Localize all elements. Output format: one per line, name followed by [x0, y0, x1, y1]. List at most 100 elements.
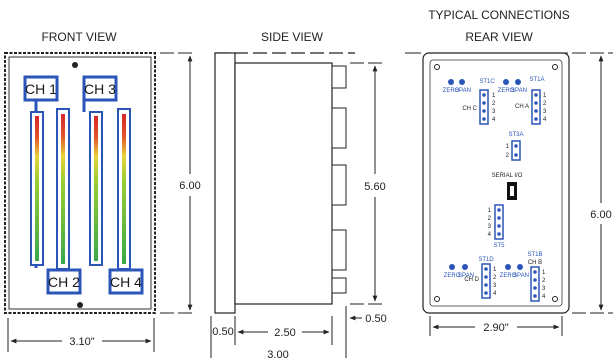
span-pot-a: [515, 79, 521, 85]
channel-1-group: CH 1: [23, 75, 59, 268]
span-label-c: SPAN: [455, 88, 471, 94]
svg-text:1: 1: [493, 267, 497, 273]
rear-width-dim: 2.90": [483, 322, 508, 334]
side-view: 5.60 0.50 2.50 0.50 3.00: [210, 52, 387, 361]
ch4-label: CH 4: [110, 274, 142, 290]
st1a-label: ST1A: [529, 77, 544, 83]
channel-3-group: CH 3: [82, 75, 118, 266]
st3a-terminal: ST3A 1 2: [506, 132, 524, 161]
ch1-led-bargraph: [35, 116, 39, 261]
serial-io-label: SERIAL I/O: [492, 173, 523, 179]
side-front-panel: [214, 52, 236, 314]
side-connector-2: [331, 107, 347, 149]
ch4-led-bargraph: [122, 114, 126, 264]
svg-text:3: 3: [488, 224, 492, 230]
svg-text:4: 4: [488, 232, 492, 238]
ch3-label: CH 3: [84, 81, 116, 97]
st1b-terminal: ST1B CH B 1 2 3 4: [527, 252, 546, 302]
chb-label: CH B: [528, 260, 542, 266]
svg-text:2: 2: [493, 275, 497, 281]
rear-view: ZERO SPAN ST1C ZERO SPAN ST1A 1 2 3 4 CH…: [405, 52, 613, 336]
svg-text:3: 3: [542, 286, 546, 292]
st3a-label: ST3A: [508, 132, 523, 138]
front-view-title: FRONT VIEW: [41, 30, 117, 44]
chc-label: CH C: [462, 106, 477, 112]
st1d-terminal: ST1D 1 2 3 4 CH D: [464, 257, 497, 299]
rear-panel: [429, 59, 563, 307]
side-connector-4: [331, 229, 347, 271]
front-height-dim: 6.00: [179, 180, 200, 192]
ch3-led-bargraph: [94, 116, 98, 261]
svg-text:2: 2: [542, 278, 546, 284]
rear-screw-br: [552, 296, 558, 302]
side-body: [234, 62, 333, 305]
zero-label-b: ZERO: [500, 273, 517, 279]
st5-terminal: 1 2 3 4 ST5: [488, 204, 505, 249]
svg-text:3: 3: [493, 283, 497, 289]
front-width-dim: 3.10": [69, 336, 94, 348]
rear-screw-tr: [552, 64, 558, 70]
side-right-offset-dim: 0.50: [365, 313, 386, 325]
mounting-screw-bottom: [77, 302, 83, 308]
svg-text:3: 3: [543, 109, 547, 115]
st1c-label: ST1C: [479, 79, 495, 85]
svg-text:4: 4: [543, 117, 547, 123]
zero-label-c: ZERO: [443, 88, 460, 94]
channel-4-group: CH 4: [108, 108, 144, 295]
side-view-title: SIDE VIEW: [261, 30, 324, 44]
zero-pot-b: [505, 264, 511, 270]
svg-text:3: 3: [492, 109, 496, 115]
span-label-a: SPAN: [511, 88, 527, 94]
span-pot-b: [517, 264, 523, 270]
side-connector-1: [331, 65, 347, 89]
svg-text:4: 4: [492, 117, 496, 123]
svg-text:2: 2: [488, 216, 492, 222]
svg-text:2: 2: [492, 101, 496, 107]
span-pot-c: [459, 79, 465, 85]
svg-text:2: 2: [543, 101, 547, 107]
front-panel-outer: [4, 52, 156, 314]
st1c-terminal: 1 2 3 4 CH C: [462, 89, 496, 125]
zero-pot-a: [503, 79, 509, 85]
side-left-offset-dim: 0.50: [212, 326, 233, 338]
svg-text:4: 4: [493, 291, 497, 297]
rear-height-dim: 6.00: [590, 209, 611, 221]
side-total-dim: 3.00: [267, 349, 288, 361]
ch2-label: CH 2: [48, 274, 80, 290]
cha-label: CH A: [515, 104, 529, 110]
rear-screw-bl: [434, 296, 440, 302]
zero-label-a: ZERO: [498, 88, 515, 94]
side-connector-3: [331, 164, 347, 206]
front-view: CH 1 CH 2 CH 3 CH 4: [4, 52, 201, 352]
chd-label: CH D: [464, 277, 479, 283]
mounting-screw-top: [72, 62, 78, 68]
st1a-terminal: 1 2 3 4 CH A: [515, 89, 547, 125]
span-label-b: SPAN: [513, 273, 529, 279]
svg-text:4: 4: [542, 294, 546, 300]
svg-text:1: 1: [488, 208, 492, 214]
svg-text:1: 1: [543, 93, 547, 99]
zero-pot-c: [448, 79, 454, 85]
channel-2-group: CH 2: [46, 108, 82, 295]
st5-label: ST5: [493, 243, 505, 249]
span-label-d: SPAN: [458, 273, 474, 279]
zero-label-d: ZERO: [444, 273, 461, 279]
side-height-dim: 5.60: [364, 181, 385, 193]
svg-text:1: 1: [506, 144, 510, 150]
side-connector-5: [331, 277, 347, 294]
zero-pot-d: [449, 264, 455, 270]
typical-connections-title: TYPICAL CONNECTIONS: [428, 8, 570, 22]
svg-text:2: 2: [506, 153, 510, 159]
st1d-label: ST1D: [478, 257, 494, 263]
st1b-label: ST1B: [527, 252, 542, 258]
span-pot-d: [462, 264, 468, 270]
ch1-label: CH 1: [25, 81, 57, 97]
svg-text:1: 1: [542, 270, 546, 276]
rear-screw-tl: [434, 64, 440, 70]
svg-text:1: 1: [492, 93, 496, 99]
rear-view-title: REAR VIEW: [465, 30, 533, 44]
serial-io-port: SERIAL I/O: [492, 173, 523, 200]
ch2-led-bargraph: [61, 114, 65, 264]
side-depth-dim: 2.50: [274, 327, 295, 339]
